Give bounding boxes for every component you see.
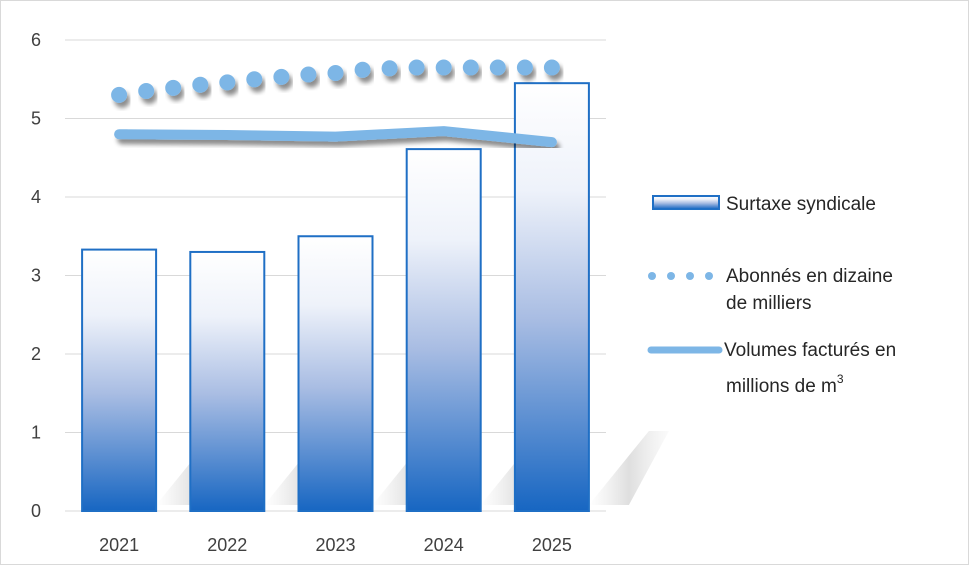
y-tick-label: 2 <box>31 344 41 364</box>
y-tick-label: 3 <box>31 266 41 286</box>
x-tick-label: 2023 <box>315 535 355 555</box>
subscriber-dot <box>192 76 209 93</box>
legend-dots-label-line2: de milliers <box>726 293 812 314</box>
bar-2024 <box>405 148 482 513</box>
x-tick-label: 2024 <box>424 535 464 555</box>
bar-2025 <box>513 82 590 513</box>
legend-dot-swatch <box>667 272 675 280</box>
volume-line <box>114 126 557 148</box>
subscriber-dot <box>219 74 236 91</box>
x-tick-label: 2022 <box>207 535 247 555</box>
legend-dot-swatch <box>686 272 694 280</box>
y-tick-label: 4 <box>31 187 41 207</box>
subscriber-dot <box>543 59 560 76</box>
subscriber-dot <box>246 71 263 88</box>
y-axis-labels: 0 1 2 3 4 5 6 <box>31 30 41 521</box>
legend-line-label-line1: Volumes facturés en <box>724 340 896 361</box>
subscriber-dot <box>111 86 128 103</box>
legend-bar-label: Surtaxe syndicale <box>726 194 876 215</box>
bar-series <box>81 82 590 513</box>
volume-line-series <box>114 126 557 148</box>
subscriber-dot-series <box>111 59 560 103</box>
y-tick-label: 1 <box>31 423 41 443</box>
bar-2023 <box>297 235 374 512</box>
legend-dot-swatch <box>648 272 656 280</box>
y-tick-label: 6 <box>31 30 41 50</box>
legend-line-label-line2: millions de m3 <box>726 372 844 397</box>
subscriber-dot <box>273 68 290 85</box>
x-tick-label: 2021 <box>99 535 139 555</box>
subscriber-dot <box>327 65 344 81</box>
subscriber-dot <box>408 59 425 76</box>
x-axis-labels: 2021 2022 2023 2024 2025 <box>99 535 572 555</box>
y-tick-label: 5 <box>31 109 41 129</box>
subscriber-dot <box>489 59 506 76</box>
legend-line-label-main: millions de m <box>726 376 837 397</box>
legend-dots-label-line1: Abonnés en dizaine <box>726 266 893 287</box>
subscriber-dot <box>516 59 533 76</box>
subscriber-dot <box>435 59 452 76</box>
subscriber-dot <box>138 83 155 99</box>
legend-line-label-sup: 3 <box>837 372 844 386</box>
subscriber-dot <box>300 66 317 83</box>
subscriber-dot <box>462 59 479 76</box>
bar-shadow <box>588 431 669 505</box>
y-tick-label: 0 <box>31 501 41 521</box>
subscriber-dot <box>165 79 182 96</box>
x-tick-label: 2025 <box>532 535 572 555</box>
subscriber-dot <box>354 61 371 78</box>
bar-2021 <box>81 248 158 512</box>
subscriber-dot <box>381 60 398 77</box>
legend: Surtaxe syndicale Abonnés en dizaine de … <box>647 194 896 397</box>
legend-bar-swatch <box>652 195 720 210</box>
bar-2022 <box>189 250 266 512</box>
legend-dot-swatch <box>705 272 713 280</box>
